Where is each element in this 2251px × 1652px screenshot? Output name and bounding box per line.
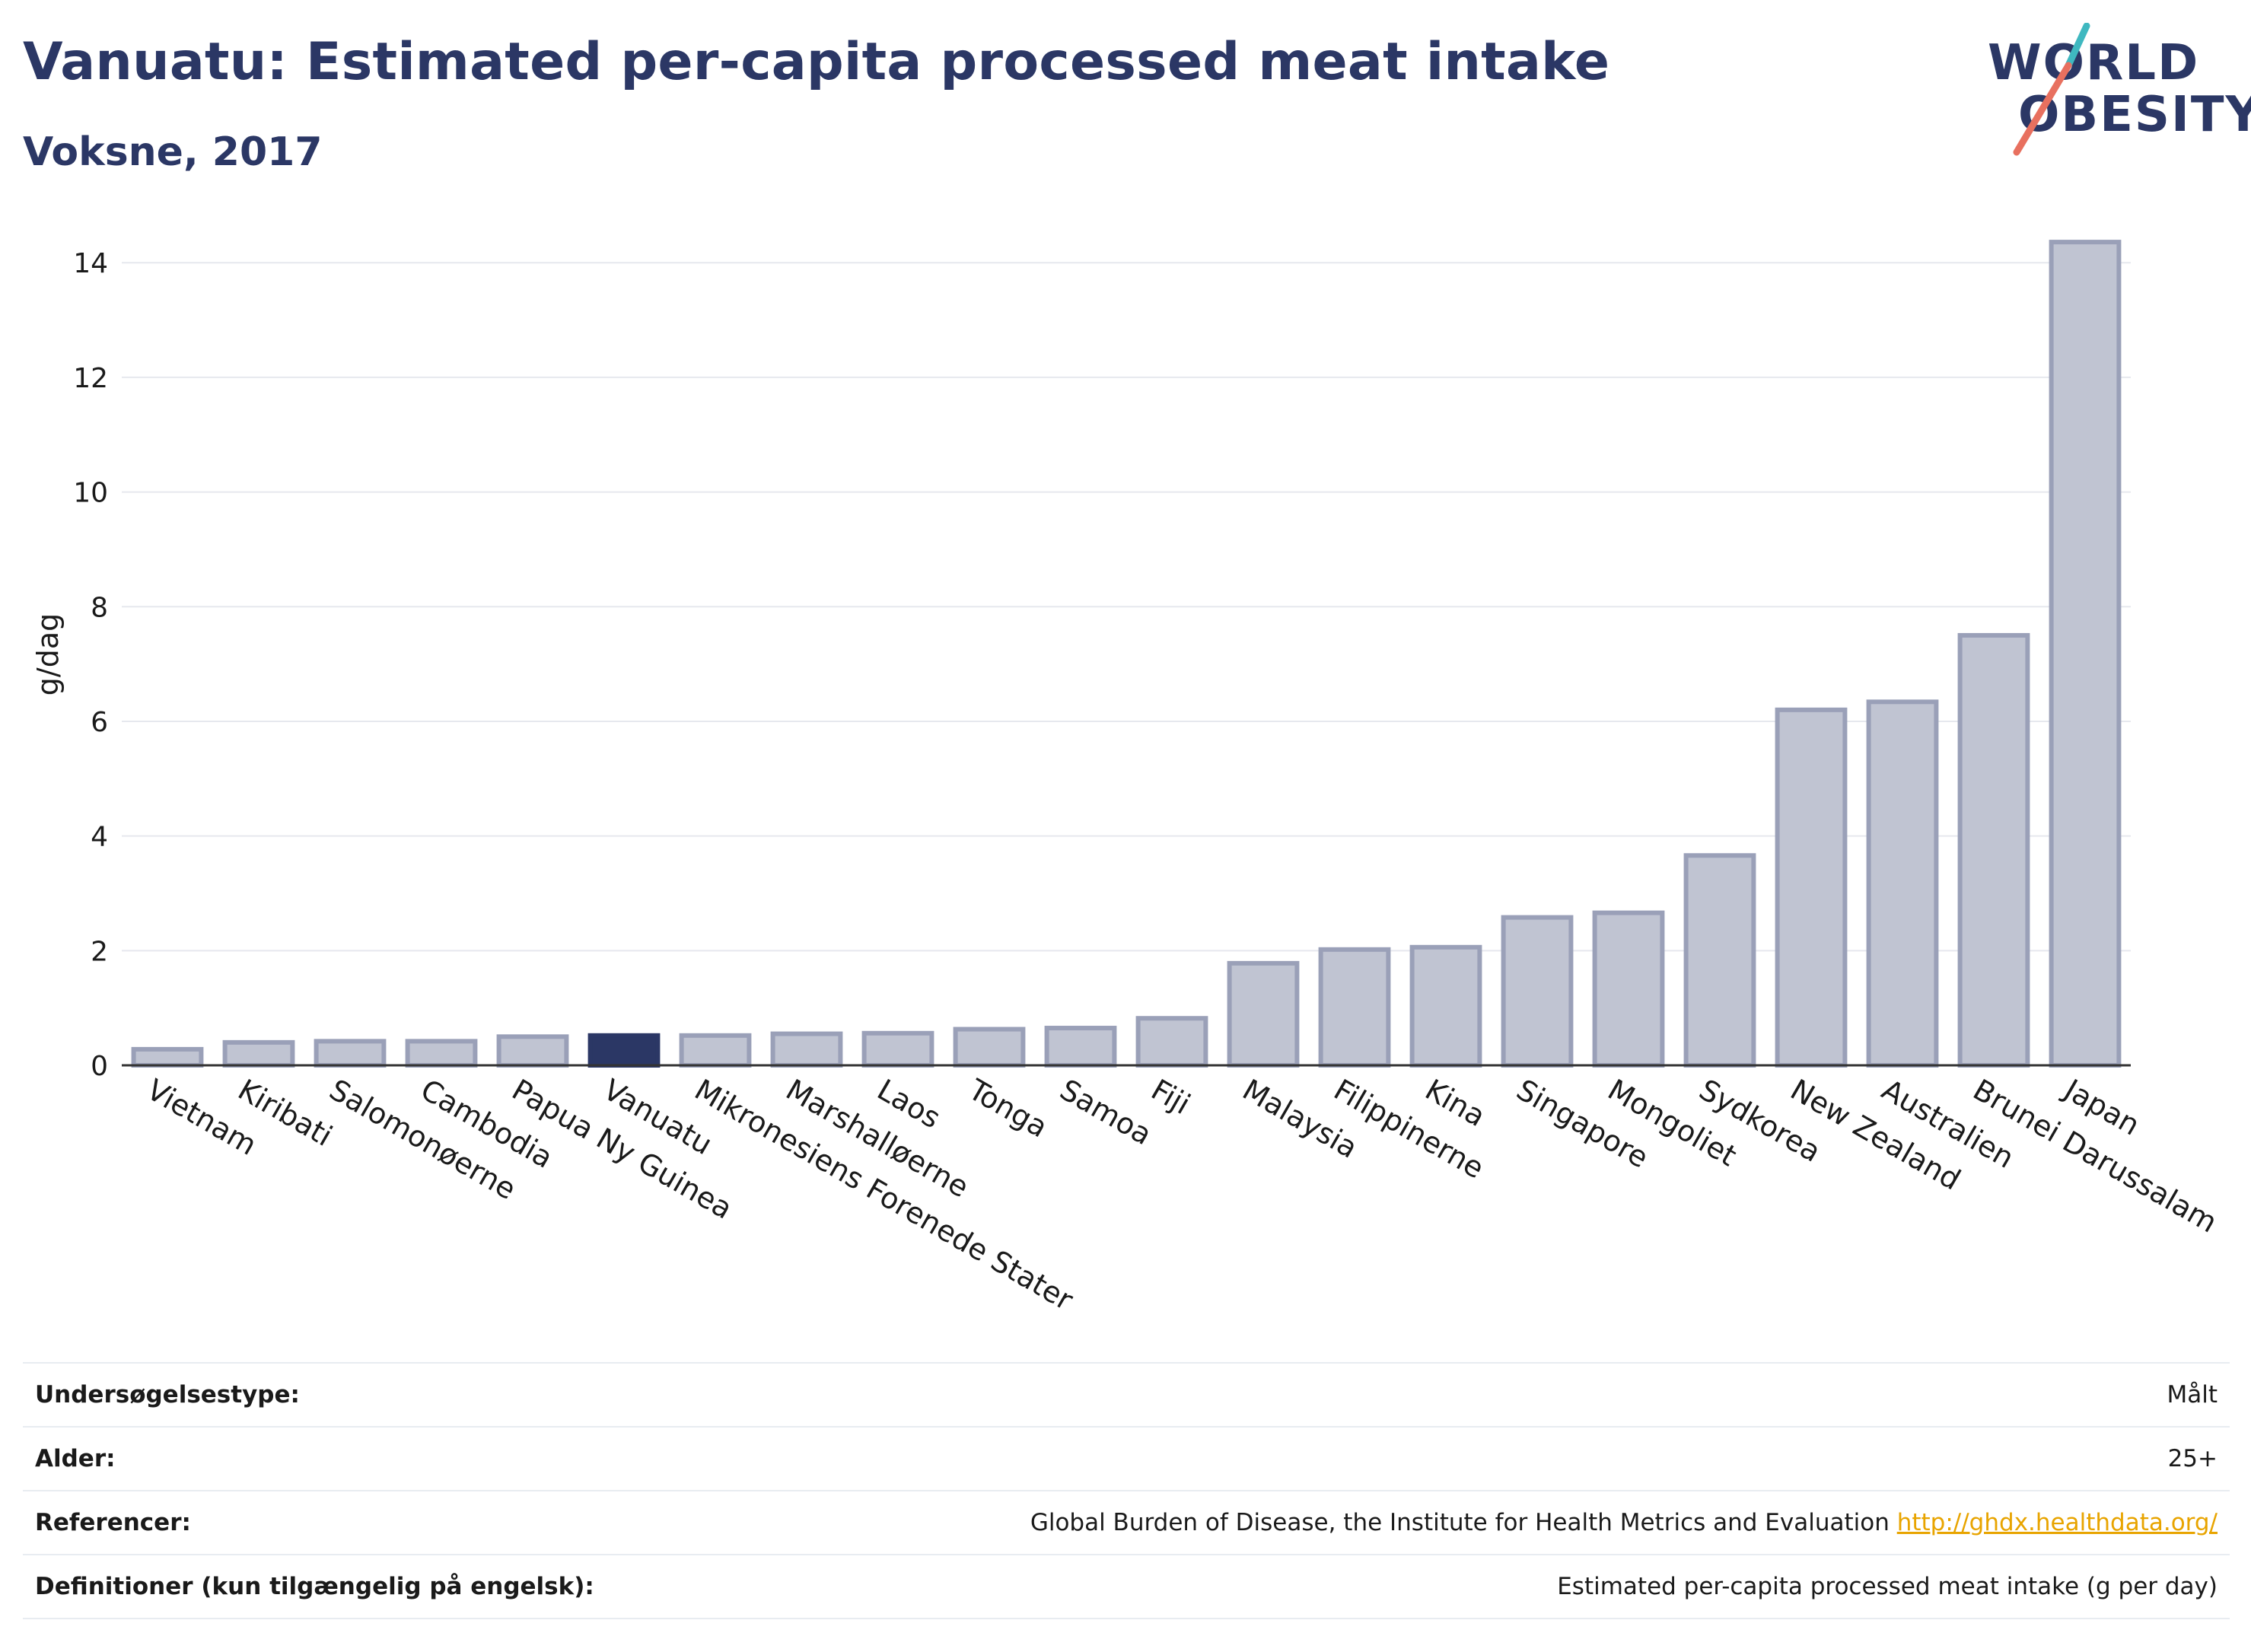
bar — [314, 1039, 387, 1068]
page-title: Vanuatu: Estimated per-capita processed … — [23, 32, 1610, 92]
reference-text: Global Burden of Disease, the Institute … — [1030, 1509, 1897, 1536]
y-tick-label: 6 — [91, 707, 108, 738]
bar — [953, 1027, 1026, 1068]
x-tick-label: Samoa — [1055, 1073, 1157, 1152]
bar — [861, 1030, 934, 1068]
y-tick-label: 14 — [73, 248, 108, 279]
bar — [405, 1039, 478, 1068]
bar — [1227, 960, 1300, 1068]
logo-slash-icon — [2013, 23, 2090, 156]
bar — [1135, 1016, 1208, 1068]
info-label: Referencer: — [35, 1509, 191, 1536]
bar-chart: 02468101214g/dagVietnamKiribatiSalomonøe… — [31, 240, 2223, 1317]
y-tick-label: 4 — [91, 822, 108, 853]
bar — [1592, 910, 1665, 1068]
bar — [1318, 947, 1391, 1068]
y-tick-label: 2 — [91, 936, 108, 967]
world-obesity-logo[interactable]: WORLD OBESITY — [1986, 23, 2251, 160]
info-value: Estimated per-capita processed meat inta… — [1557, 1573, 2218, 1600]
bar — [2049, 240, 2122, 1068]
info-row-survey-type: Undersøgelsestype: Målt — [23, 1362, 2230, 1426]
info-label: Undersøgelsestype: — [35, 1381, 300, 1408]
bar — [1409, 944, 1482, 1068]
bar — [1866, 699, 1939, 1068]
info-row-age: Alder: 25+ — [23, 1426, 2230, 1490]
info-label: Alder: — [35, 1445, 116, 1472]
x-tick-label: Tonga — [963, 1072, 1053, 1144]
bar — [679, 1033, 752, 1068]
y-tick-label: 10 — [73, 478, 108, 509]
bar — [587, 1033, 661, 1068]
info-value-references: Global Burden of Disease, the Institute … — [1030, 1509, 2230, 1536]
bar — [496, 1034, 569, 1068]
bar — [222, 1039, 295, 1068]
y-axis-label: g/dag — [31, 613, 65, 695]
info-label: Definitioner (kun tilgængelig på engelsk… — [35, 1573, 594, 1600]
bar — [1957, 632, 2030, 1068]
bar — [1044, 1026, 1117, 1068]
bar — [131, 1046, 204, 1068]
y-tick-label: 12 — [73, 363, 108, 394]
logo-line-2: OBESITY — [2018, 87, 2251, 143]
info-value: Målt — [2167, 1381, 2218, 1408]
bar — [1683, 853, 1756, 1068]
page-subtitle: Voksne, 2017 — [23, 129, 323, 175]
reference-link[interactable]: http://ghdx.healthdata.org/ — [1896, 1509, 2218, 1536]
info-table: Undersøgelsestype: Målt Alder: 25+ Refer… — [23, 1362, 2230, 1619]
logo-line-1: WORLD — [1988, 35, 2200, 91]
bar — [1775, 707, 1848, 1068]
y-tick-label: 0 — [91, 1051, 108, 1082]
y-tick-label: 8 — [91, 592, 108, 623]
bar — [770, 1031, 843, 1068]
info-row-definitions: Definitioner (kun tilgængelig på engelsk… — [23, 1554, 2230, 1619]
x-tick-label: Fiji — [1146, 1073, 1196, 1121]
bar — [1501, 915, 1574, 1068]
info-row-references: Referencer: Global Burden of Disease, th… — [23, 1490, 2230, 1554]
info-value: 25+ — [2167, 1445, 2218, 1472]
